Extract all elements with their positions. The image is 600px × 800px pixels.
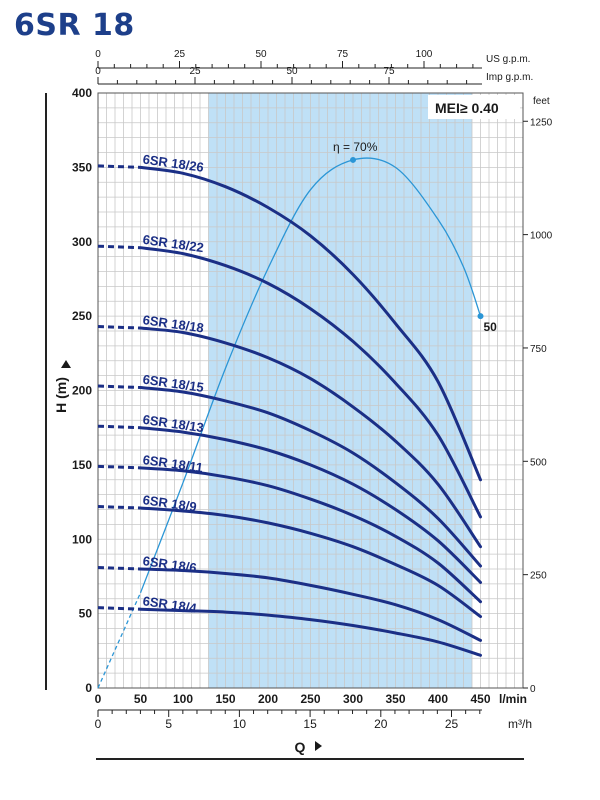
- series-label: 6SR 18/11: [142, 452, 204, 475]
- imp-gpm-tick-label: 50: [286, 66, 298, 77]
- imp-gpm-tick-label: 75: [383, 66, 395, 77]
- efficiency-label: η = 70%: [333, 140, 378, 154]
- y-tick-label: 200: [72, 384, 92, 398]
- series-line: [139, 466, 482, 604]
- plot-frame: [97, 92, 524, 689]
- m3h-unit-label: m³/h: [508, 717, 532, 731]
- series-line: [139, 386, 482, 568]
- x-tick-label: 350: [385, 692, 405, 706]
- series-line: [139, 607, 482, 657]
- series-line: [139, 165, 482, 482]
- feet-unit-label: feet: [533, 96, 550, 107]
- y-tick-label: 150: [72, 458, 92, 472]
- m3h-tick-label: 20: [374, 717, 388, 731]
- series-line: [139, 567, 482, 642]
- efficiency-marker: [350, 156, 356, 163]
- m3h-tick-label: 25: [445, 717, 459, 731]
- series-dashed-start: [97, 464, 141, 470]
- us-gpm-tick-label: 100: [416, 49, 433, 60]
- x-tick-label: 150: [215, 692, 235, 706]
- feet-tick-label: 0: [530, 684, 536, 695]
- x-tick-label: 400: [428, 692, 448, 706]
- feet-tick-label: 500: [530, 457, 547, 468]
- series-dashed-start: [97, 384, 141, 390]
- feet-tick-label: 1250: [530, 117, 553, 128]
- series-dashed-start: [97, 606, 141, 611]
- y-arrow-icon: [61, 360, 71, 368]
- feet-tick-label: 250: [530, 571, 547, 582]
- y-tick-label: 400: [72, 86, 92, 100]
- imp-gpm-tick-label: 0: [95, 66, 101, 77]
- series-dashed-start: [97, 244, 141, 250]
- page-title: 6SR 18: [14, 8, 135, 43]
- y-tick-label: 100: [72, 532, 92, 546]
- series-line: [139, 326, 482, 549]
- x-unit-label: l/min: [499, 692, 527, 706]
- y-tick-label: 350: [72, 160, 92, 174]
- x-arrow-icon: [315, 741, 322, 751]
- x-tick-label: 300: [343, 692, 363, 706]
- x-axis-label: Q: [295, 739, 306, 755]
- y-tick-label: 300: [72, 235, 92, 249]
- series-label: 6SR 18/9: [142, 492, 198, 514]
- y-axis-label: H (m): [53, 377, 69, 413]
- imp-gpm-label: Imp g.p.m.: [486, 72, 533, 83]
- series-dashed-start: [97, 164, 141, 169]
- series-label: 6SR 18/6: [142, 553, 198, 575]
- us-gpm-tick-label: 50: [255, 49, 267, 60]
- feet-tick-label: 1000: [530, 231, 553, 242]
- mei-label: MEI≥ 0.40: [435, 100, 499, 116]
- us-gpm-label: US g.p.m.: [486, 54, 530, 65]
- x-tick-label: 100: [173, 692, 193, 706]
- feet-tick-label: 750: [530, 344, 547, 355]
- series-line: [139, 246, 482, 519]
- m3h-tick-label: 15: [303, 717, 317, 731]
- y-tick-label: 0: [85, 681, 92, 695]
- series-dashed-start: [97, 325, 141, 330]
- efficiency-marker: [477, 313, 484, 320]
- series-line: [139, 426, 482, 584]
- series-dashed-start: [97, 424, 141, 430]
- mei-badge-bg: [428, 95, 520, 119]
- x-tick-label: 50: [134, 692, 148, 706]
- series-dashed-start: [97, 566, 141, 571]
- m3h-tick-label: 5: [165, 717, 172, 731]
- series-line: [139, 506, 482, 619]
- series-dashed-start: [97, 505, 141, 510]
- us-gpm-tick-label: 75: [337, 49, 349, 60]
- m3h-tick-label: 0: [95, 717, 102, 731]
- m3h-tick-label: 10: [233, 717, 247, 731]
- y-tick-label: 250: [72, 309, 92, 323]
- us-gpm-tick-label: 0: [95, 49, 101, 60]
- x-tick-label: 250: [300, 692, 320, 706]
- y-tick-label: 50: [79, 607, 93, 621]
- x-tick-label: 200: [258, 692, 278, 706]
- x-tick-label: 450: [470, 692, 490, 706]
- x-tick-label: 0: [95, 692, 102, 706]
- efficiency-end-label: 50: [484, 320, 498, 334]
- imp-gpm-tick-label: 25: [189, 66, 201, 77]
- us-gpm-tick-label: 25: [174, 49, 186, 60]
- series-label: 6SR 18/4: [142, 593, 199, 616]
- efficiency-curve: [139, 157, 482, 594]
